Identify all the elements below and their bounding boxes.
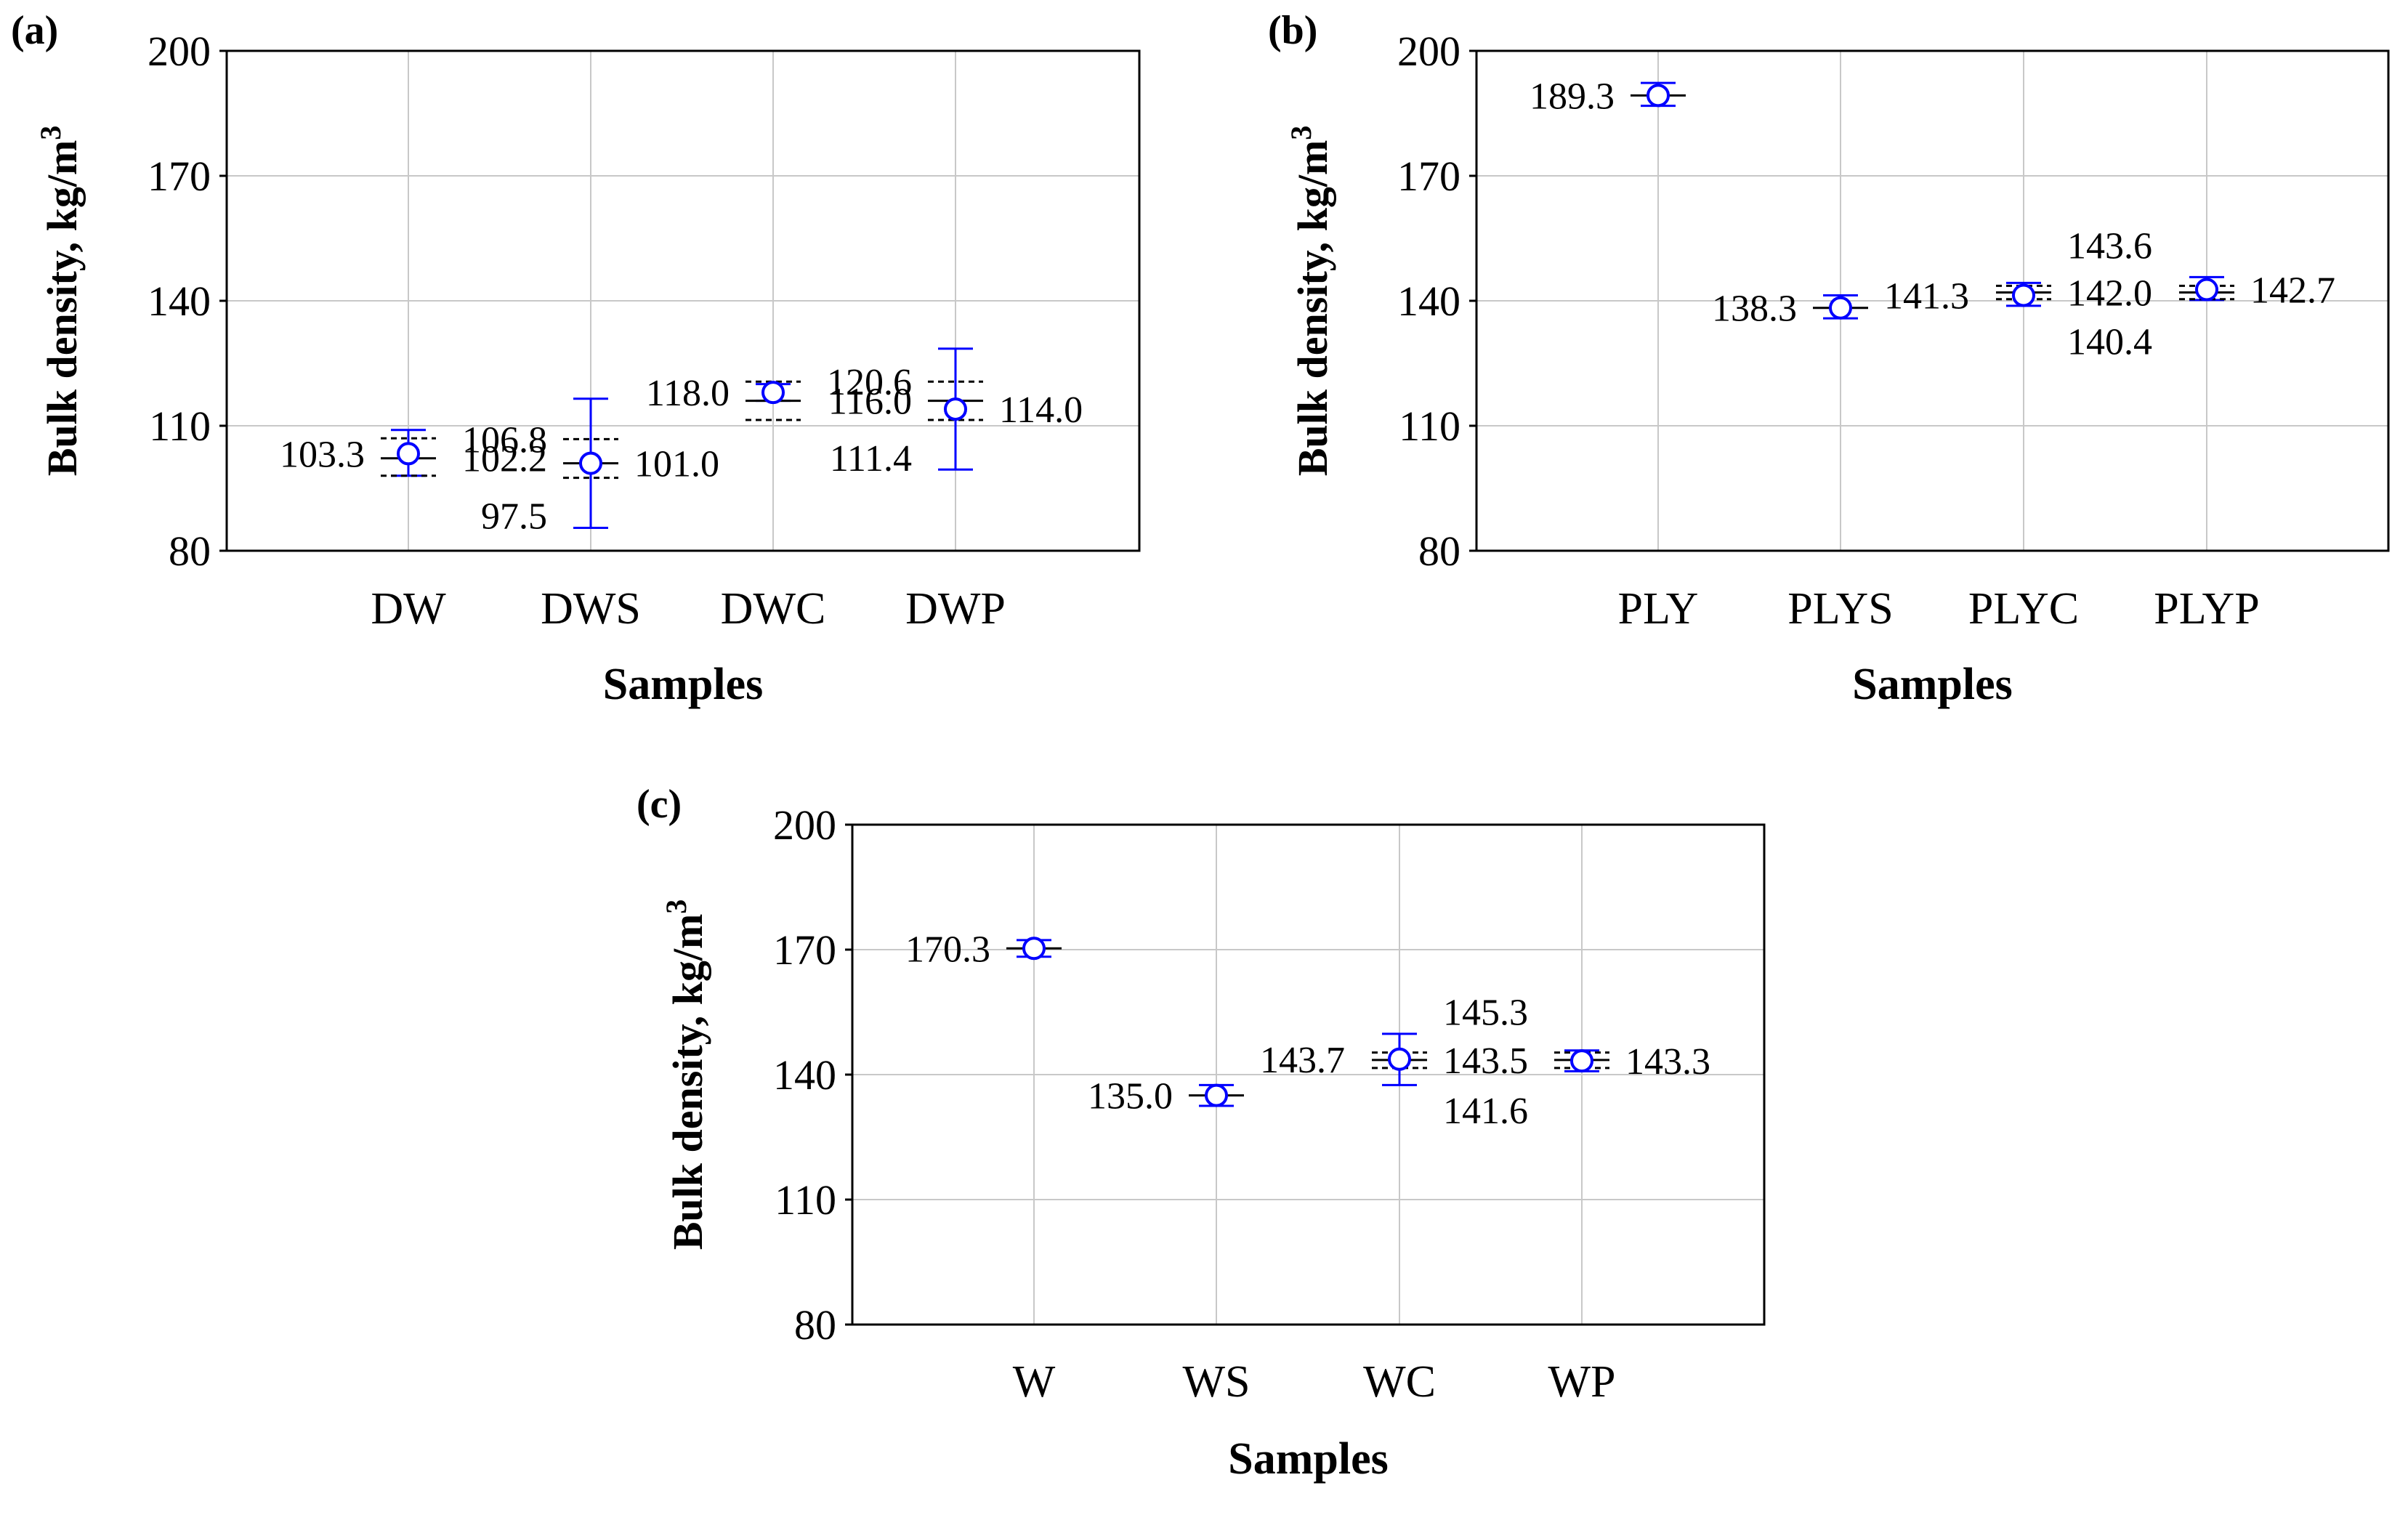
series-plyp: 142.7: [2179, 270, 2335, 312]
data-label: 106.8: [462, 419, 547, 461]
data-label: 143.6: [2067, 225, 2152, 267]
x-tick-label-ws: WS: [1183, 1357, 1251, 1407]
mean-marker: [2195, 278, 2218, 302]
mean-marker: [579, 451, 602, 475]
y-tick-label: 200: [148, 28, 211, 75]
x-tick-label-dw: DW: [371, 584, 446, 634]
data-label: 135.0: [1088, 1076, 1173, 1117]
x-axis-label: Samples: [603, 660, 763, 709]
y-tick-label: 140: [773, 1051, 836, 1099]
panel-label: (c): [637, 782, 682, 827]
mean-marker: [1647, 84, 1670, 108]
data-label: 114.0: [999, 389, 1083, 431]
x-tick-label-dwp: DWP: [905, 584, 1006, 634]
y-tick-label: 200: [773, 801, 836, 849]
x-tick-label-plys: PLYS: [1787, 584, 1893, 634]
y-axis-label: Bulk density, kg/m3: [1285, 126, 1336, 477]
series-ws: 135.0 143.7: [1088, 1040, 1345, 1117]
x-tick-label-plyc: PLYC: [1968, 584, 2079, 634]
mean-marker: [1022, 937, 1046, 961]
data-label: 140.4: [2067, 322, 2152, 363]
series-w: 170.3: [905, 929, 1062, 970]
mean-marker: [1388, 1047, 1411, 1071]
series-dwc: 118.0: [646, 373, 801, 421]
x-tick-label-w: W: [1013, 1357, 1056, 1407]
chart-panel-c: 80 110 140 170 200 W WS WC WP Samples Bulk density…: [637, 782, 1766, 1484]
y-axis-label: Bulk density, kg/m3: [660, 900, 711, 1250]
y-tick-label: 110: [1399, 403, 1460, 450]
y-axis-label: Bulk density, kg/m3: [34, 126, 86, 477]
series-ply: 189.3: [1530, 76, 1686, 117]
data-label: 141.6: [1443, 1091, 1528, 1132]
data-label: 138.3: [1712, 288, 1797, 330]
series-dw: 103.3: [280, 429, 436, 477]
data-label: 145.3: [1443, 993, 1528, 1034]
mean-marker: [1205, 1083, 1228, 1107]
y-tick-label: 110: [149, 403, 211, 450]
y-tick-label: 170: [148, 153, 211, 200]
series-plyc: 143.6 142.0 140.4: [1996, 225, 2152, 363]
data-label: 97.5: [481, 496, 547, 538]
series-wp: 143.3: [1554, 1041, 1710, 1083]
data-label: 142.7: [2250, 270, 2335, 312]
y-tick-label: 140: [148, 278, 211, 325]
y-tick-label: 80: [169, 527, 211, 575]
data-label: 103.3: [280, 434, 365, 475]
mean-marker: [1829, 296, 1852, 320]
x-axis-label: Samples: [1852, 660, 2012, 709]
y-tick-label: 170: [773, 926, 836, 974]
data-label: 143.3: [1625, 1041, 1710, 1083]
x-tick-label-dws: DWS: [541, 584, 641, 634]
panel-label: (a): [11, 8, 58, 53]
chart-panel-a: 80 110 140 170 200 DW DWS DWC DWP Samples Bulk den…: [11, 8, 1141, 709]
data-label: 118.0: [646, 373, 730, 414]
y-tick-label: 170: [1397, 153, 1460, 200]
chart-panel-b: 80 110 140 170 200 PLY PLYS PLYC PLYP Samples Bulk…: [1268, 8, 2390, 709]
mean-marker: [944, 397, 967, 421]
data-label: 189.3: [1530, 76, 1615, 117]
x-tick-label-ply: PLY: [1618, 584, 1699, 634]
data-label: 116.0: [828, 381, 912, 423]
panel-label: (b): [1268, 8, 1317, 53]
y-tick-label: 80: [794, 1301, 836, 1349]
y-tick-label: 200: [1397, 28, 1460, 75]
data-label: 170.3: [905, 929, 990, 970]
y-tick-label: 110: [775, 1176, 836, 1224]
x-tick-label-plyp: PLYP: [2154, 584, 2259, 634]
x-axis-label: Samples: [1228, 1434, 1388, 1484]
data-label: 101.0: [634, 444, 719, 485]
series-wc: 145.3 143.5 141.6: [1372, 993, 1528, 1132]
x-tick-label-wp: WP: [1548, 1357, 1616, 1407]
y-tick-label: 140: [1397, 278, 1460, 325]
data-label: 141.3: [1884, 276, 1969, 318]
data-label: 102.2: [462, 439, 547, 480]
data-label: 142.0: [2067, 273, 2152, 315]
mean-marker: [2012, 283, 2035, 307]
x-tick-label-wc: WC: [1363, 1357, 1436, 1407]
series-plys: 138.3 141.3: [1712, 276, 1969, 330]
data-label: 111.4: [830, 438, 912, 480]
x-tick-label-dwc: DWC: [721, 584, 826, 634]
mean-marker: [1570, 1049, 1593, 1073]
mean-marker: [761, 381, 785, 405]
data-label: 120.6: [827, 362, 912, 403]
data-label: 143.7: [1260, 1040, 1345, 1081]
data-label: 143.5: [1443, 1040, 1528, 1082]
y-tick-label: 80: [1418, 527, 1460, 575]
mean-marker: [397, 442, 420, 466]
